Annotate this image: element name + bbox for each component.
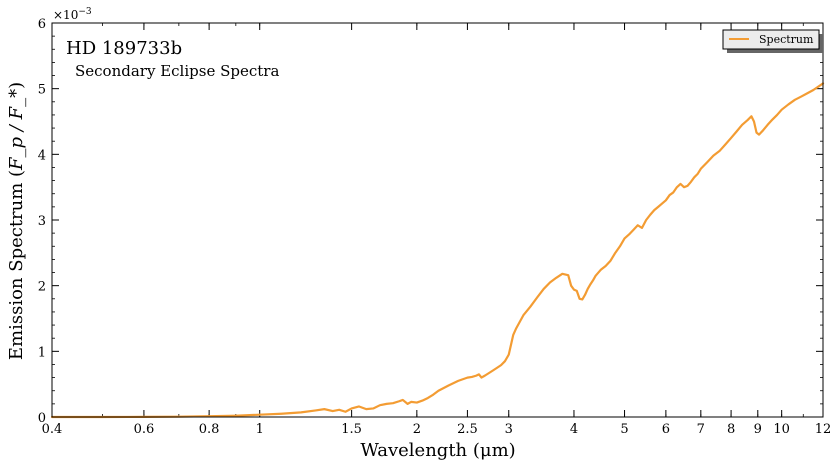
x-tick-label: 10 [773, 422, 790, 437]
y-axis-title-text: Emission Spectrum ( [6, 170, 27, 360]
y-multiplier: ×10−3 [53, 7, 92, 22]
y-tick-label: 5 [38, 83, 46, 98]
y-tick-label: 2 [38, 280, 46, 295]
x-tick-label: 1.5 [341, 422, 362, 437]
y-axis-title: Emission Spectrum (F_p / F_*) [6, 82, 27, 360]
y-tick-label: 0 [38, 411, 46, 426]
x-tick-label: 4 [570, 422, 578, 437]
y-tick-label: 6 [38, 17, 46, 32]
series-layer [50, 82, 825, 419]
series-line-spectrum [50, 82, 825, 419]
y-tick-label: 3 [38, 214, 46, 229]
x-tick-label: 12 [815, 422, 832, 437]
x-tick-label: 8 [727, 422, 735, 437]
x-tick-label: 7 [697, 422, 705, 437]
x-tick-label: 1 [256, 422, 264, 437]
legend-label: Spectrum [759, 33, 814, 46]
y-multiplier-exponent: −3 [78, 7, 92, 17]
y-tick-label: 1 [38, 345, 46, 360]
chart-title: HD 189733b [66, 38, 182, 59]
legend-box [722, 29, 820, 50]
y-tick-label: 4 [38, 148, 46, 163]
x-axis-title: Wavelength (μm) [360, 440, 515, 461]
x-tick-label: 2 [413, 422, 421, 437]
x-tick-label: 9 [754, 422, 762, 437]
plot-frame [51, 22, 824, 418]
chart-subtitle: Secondary Eclipse Spectra [75, 62, 279, 80]
x-tick-label: 0.8 [199, 422, 220, 437]
x-tick-label: 6 [662, 422, 670, 437]
y-axis-title-close: ) [6, 82, 27, 89]
x-tick-label: 0.6 [134, 422, 155, 437]
x-tick-label: 2.5 [457, 422, 478, 437]
x-tick-label: 3 [505, 422, 513, 437]
y-axis-title-math: F_p / F_* [6, 89, 27, 171]
x-tick-label: 0.4 [42, 422, 63, 437]
legend: Spectrum [722, 29, 823, 53]
tick-marks [51, 22, 824, 418]
x-tick-label: 5 [620, 422, 628, 437]
